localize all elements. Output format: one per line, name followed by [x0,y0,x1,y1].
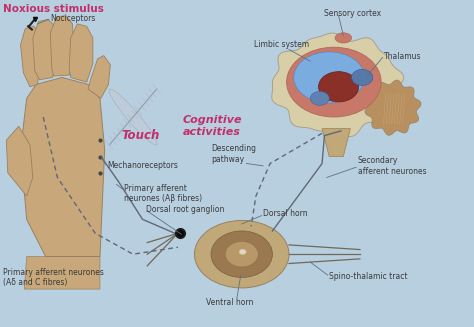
Polygon shape [33,19,56,80]
Text: Ventral horn: Ventral horn [206,298,254,307]
Text: Sensory cortex: Sensory cortex [324,9,382,18]
Text: Secondary
afferent neurones: Secondary afferent neurones [357,156,426,176]
Polygon shape [20,77,105,257]
Text: Limbic system: Limbic system [254,41,309,49]
Text: Primary afferent neurones
(Aδ and C fibres): Primary afferent neurones (Aδ and C fibr… [3,268,104,287]
Polygon shape [88,56,110,98]
Text: Dorsal root ganglion: Dorsal root ganglion [146,205,225,214]
Ellipse shape [194,220,289,288]
Ellipse shape [352,69,373,86]
Ellipse shape [225,241,258,267]
Ellipse shape [310,92,329,105]
Ellipse shape [287,47,381,117]
Text: Cognitive
activities: Cognitive activities [182,115,242,137]
Text: Spino-thalamic tract: Spino-thalamic tract [329,271,408,281]
Ellipse shape [211,231,273,278]
Polygon shape [365,80,421,135]
Text: Nociceptors: Nociceptors [50,14,96,23]
Text: Dorsal horn: Dorsal horn [263,209,308,218]
Ellipse shape [294,52,365,103]
Text: Touch: Touch [121,129,160,142]
Text: Descending
pathway: Descending pathway [211,145,256,164]
Polygon shape [50,16,74,76]
Text: Thalamus: Thalamus [383,52,421,61]
Polygon shape [69,24,93,82]
Ellipse shape [335,33,352,43]
Ellipse shape [109,89,157,145]
Text: Primary afferent
neurones (Aβ fibres): Primary afferent neurones (Aβ fibres) [124,184,202,203]
Polygon shape [6,126,33,196]
Polygon shape [322,129,350,157]
Polygon shape [20,26,41,87]
Polygon shape [24,257,100,289]
Polygon shape [272,33,404,137]
Ellipse shape [319,72,359,102]
Text: Noxious stimulus: Noxious stimulus [3,4,104,14]
Ellipse shape [239,249,246,255]
Text: Mechanoreceptors: Mechanoreceptors [107,161,178,170]
